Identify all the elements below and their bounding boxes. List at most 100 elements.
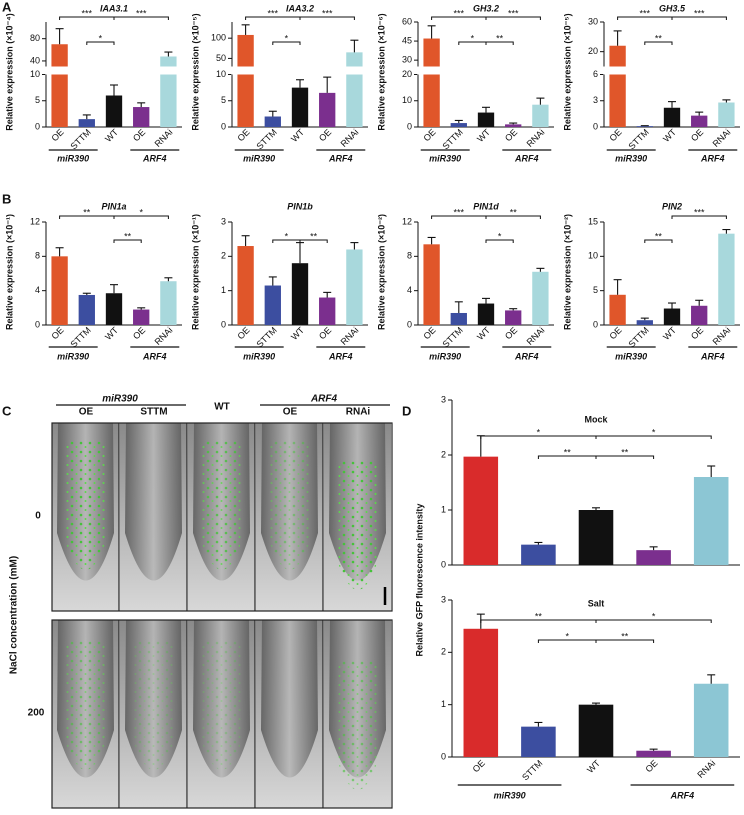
significance-label: *** bbox=[322, 8, 333, 18]
y-tick-label: 5 bbox=[221, 95, 226, 105]
gfp-signal bbox=[65, 640, 106, 770]
bar bbox=[133, 309, 150, 325]
x-tick-label: STTM bbox=[68, 127, 92, 151]
bar bbox=[663, 107, 681, 127]
x-tick-label: STTM bbox=[440, 325, 464, 349]
x-tick-label: OE bbox=[131, 325, 147, 341]
significance-label: ** bbox=[496, 33, 504, 43]
y-tick-label: 3 bbox=[221, 216, 226, 226]
column-label: STTM bbox=[140, 407, 167, 418]
bar bbox=[532, 104, 549, 127]
error-bar bbox=[110, 84, 118, 96]
significance-bracket bbox=[671, 215, 727, 219]
bar bbox=[718, 233, 735, 325]
bar bbox=[463, 628, 499, 757]
significance-label: * bbox=[139, 207, 143, 217]
x-tick-label: WT bbox=[289, 325, 306, 342]
significance-bracket bbox=[86, 41, 115, 45]
bar bbox=[691, 305, 708, 325]
error-bar bbox=[509, 122, 518, 125]
bar bbox=[609, 45, 626, 127]
y-tick-label: 100 bbox=[211, 33, 226, 43]
x-tick-label: RNAi bbox=[695, 758, 717, 780]
significance-label: ** bbox=[310, 231, 318, 241]
significance-bracket bbox=[644, 239, 673, 243]
significance-bracket bbox=[595, 639, 655, 643]
significance-label: *** bbox=[454, 207, 465, 217]
y-tick-label: 10 bbox=[588, 251, 598, 261]
group-label: ARF4 bbox=[142, 153, 167, 163]
panel-label: D bbox=[402, 403, 411, 418]
y-tick-label: 0 bbox=[221, 319, 226, 329]
y-axis-label: Relative expression (×10⁻⁴) bbox=[4, 13, 14, 131]
x-tick-label: OE bbox=[235, 127, 251, 143]
error-bar bbox=[454, 119, 463, 124]
chart-title: GH3.5 bbox=[659, 3, 686, 13]
bar bbox=[521, 544, 556, 565]
x-tick-label: OE bbox=[317, 127, 333, 143]
y-tick-label: 0 bbox=[441, 559, 446, 569]
error-bar bbox=[427, 236, 436, 245]
significance-label: * bbox=[471, 33, 475, 43]
y-axis-label: Relative GFP fluorescence intensity bbox=[414, 504, 424, 657]
x-tick-label: OE bbox=[503, 325, 519, 341]
x-tick-label: RNAi bbox=[711, 325, 733, 347]
column-label: WT bbox=[214, 402, 230, 413]
x-tick-label: WT bbox=[475, 127, 492, 144]
significance-label: *** bbox=[268, 8, 279, 18]
group-label: miR390 bbox=[243, 351, 275, 361]
error-bar bbox=[668, 302, 676, 309]
bar bbox=[691, 115, 708, 127]
error-bar bbox=[137, 307, 146, 310]
group-label: miR390 bbox=[57, 153, 89, 163]
error-bar bbox=[613, 30, 622, 46]
error-bar bbox=[592, 507, 600, 510]
significance-label: ** bbox=[655, 33, 663, 43]
y-tick-label: 1 bbox=[221, 285, 226, 295]
y-tick-label: 30 bbox=[402, 55, 412, 65]
significance-bracket bbox=[644, 41, 673, 45]
significance-label: *** bbox=[694, 8, 705, 18]
column-label: OE bbox=[283, 407, 298, 418]
y-tick-label: 8 bbox=[35, 251, 40, 261]
gfp-signal bbox=[65, 440, 106, 570]
bar bbox=[346, 52, 363, 127]
group-label: miR390 bbox=[102, 394, 138, 405]
x-tick-label: OE bbox=[421, 325, 437, 341]
bar bbox=[663, 308, 681, 325]
significance-bracket bbox=[595, 619, 712, 623]
bar bbox=[609, 294, 626, 325]
y-tick-label: 20 bbox=[588, 46, 598, 56]
significance-bracket bbox=[113, 215, 169, 219]
significance-label: * bbox=[537, 427, 541, 437]
chart-title: PIN1d bbox=[473, 201, 499, 211]
error-bar bbox=[722, 99, 731, 103]
group-label: ARF4 bbox=[310, 394, 338, 405]
significance-bracket bbox=[485, 41, 514, 45]
x-tick-label: OE bbox=[235, 325, 251, 341]
bar bbox=[133, 107, 150, 127]
significance-label: *** bbox=[82, 8, 93, 18]
x-tick-label: STTM bbox=[626, 127, 650, 151]
significance-label: * bbox=[285, 33, 289, 43]
y-tick-label: 3 bbox=[441, 594, 446, 604]
significance-bracket bbox=[113, 239, 142, 243]
error-bar bbox=[296, 79, 304, 88]
error-bar bbox=[592, 702, 600, 705]
row-label: 0 bbox=[35, 511, 41, 522]
significance-label: * bbox=[565, 631, 569, 641]
y-tick-label: 4 bbox=[407, 285, 412, 295]
y-tick-label: 0 bbox=[407, 121, 412, 131]
error-bar bbox=[536, 97, 545, 105]
bar bbox=[51, 44, 68, 127]
x-tick-label: OE bbox=[131, 127, 147, 143]
significance-label: * bbox=[652, 427, 656, 437]
chart-title: Salt bbox=[588, 598, 605, 608]
y-tick-label: 15 bbox=[588, 216, 598, 226]
micrograph bbox=[120, 423, 187, 611]
y-tick-label: 4 bbox=[35, 285, 40, 295]
significance-bracket bbox=[272, 41, 301, 45]
group-label: miR390 bbox=[243, 153, 275, 163]
error-bar bbox=[534, 541, 543, 545]
